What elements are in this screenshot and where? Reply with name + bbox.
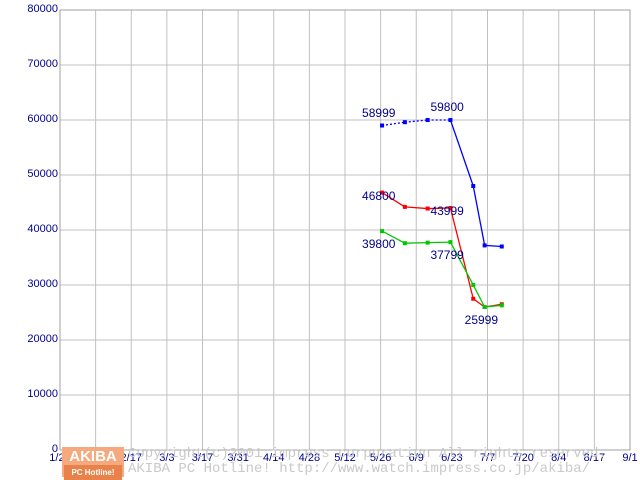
x-axis-tick-label: 3/3 (159, 452, 174, 464)
high_price-data-point[interactable] (471, 184, 475, 188)
x-axis-tick-label: 4/14 (263, 452, 284, 464)
high_price-line-segment (450, 120, 473, 186)
x-axis-tick-label: 6/23 (441, 452, 462, 464)
x-axis-tick-label: 2/3 (88, 452, 103, 464)
high_price-data-point[interactable] (403, 120, 407, 124)
x-axis-tick-label: 8/4 (551, 452, 566, 464)
x-axis-tick-label: 6/9 (409, 452, 424, 464)
y-axis-tick-label: 20000 (2, 333, 58, 345)
low_price-data-point[interactable] (500, 303, 504, 307)
low_price-data-point[interactable] (380, 229, 384, 233)
mid_price-value-label: 43999 (430, 204, 463, 218)
mid_price-data-point[interactable] (426, 207, 430, 211)
x-axis-tick-label: 2/17 (121, 452, 142, 464)
mid_price-data-point[interactable] (403, 205, 407, 209)
chart-container: 0 10000 20000 30000 40000 50000 60000 70000 8000… (0, 0, 640, 480)
low_price-value-label: 39800 (362, 237, 395, 251)
high_price-value-label: 58999 (362, 106, 395, 120)
low_price-data-point[interactable] (403, 241, 407, 245)
high_price-data-point[interactable] (483, 243, 487, 247)
low_price-line-segment (473, 285, 484, 307)
x-axis-tick-label: 7/20 (512, 452, 533, 464)
high_price-line-segment (473, 186, 484, 245)
chart-svg (0, 0, 640, 480)
x-axis-tick-label: 5/12 (334, 452, 355, 464)
y-axis-tick-label: 70000 (2, 58, 58, 70)
x-axis-tick-label: 4/28 (299, 452, 320, 464)
x-axis-tick-label: 1/20 (49, 452, 70, 464)
x-axis-tick-label: 5/26 (370, 452, 391, 464)
y-axis-tick-label: 40000 (2, 223, 58, 235)
mid_price-value-label: 46800 (362, 189, 395, 203)
high_price-data-point[interactable] (500, 245, 504, 249)
mid_price-data-point[interactable] (471, 297, 475, 301)
x-axis-tick-label: 3/17 (192, 452, 213, 464)
low_price-data-point[interactable] (426, 241, 430, 245)
high_price-data-point[interactable] (448, 118, 452, 122)
low_price-data-point[interactable] (471, 283, 475, 287)
x-axis-tick-label: 8/17 (584, 452, 605, 464)
low_price-value-label: 37799 (430, 248, 463, 262)
y-axis-tick-label: 80000 (2, 3, 58, 15)
low_price-data-point[interactable] (483, 305, 487, 309)
y-axis-tick-label: 30000 (2, 278, 58, 290)
x-axis-tick-label: 3/31 (227, 452, 248, 464)
high_price-data-point[interactable] (380, 124, 384, 128)
low_price-value-label: 25999 (465, 313, 498, 327)
high_price-data-point[interactable] (426, 118, 430, 122)
high_price-value-label: 59800 (430, 100, 463, 114)
low_price-data-point[interactable] (448, 240, 452, 244)
x-axis-tick-label: 7/7 (480, 452, 495, 464)
mid_price-line-segment (405, 207, 428, 209)
x-axis-tick-label: 9/1 (622, 452, 637, 464)
high_price-line-segment (382, 122, 405, 125)
y-axis-tick-label: 50000 (2, 168, 58, 180)
low_price-line-segment (405, 243, 428, 244)
y-axis-tick-label: 10000 (2, 388, 58, 400)
low_price-line-segment (428, 242, 451, 243)
y-axis-tick-label: 60000 (2, 113, 58, 125)
